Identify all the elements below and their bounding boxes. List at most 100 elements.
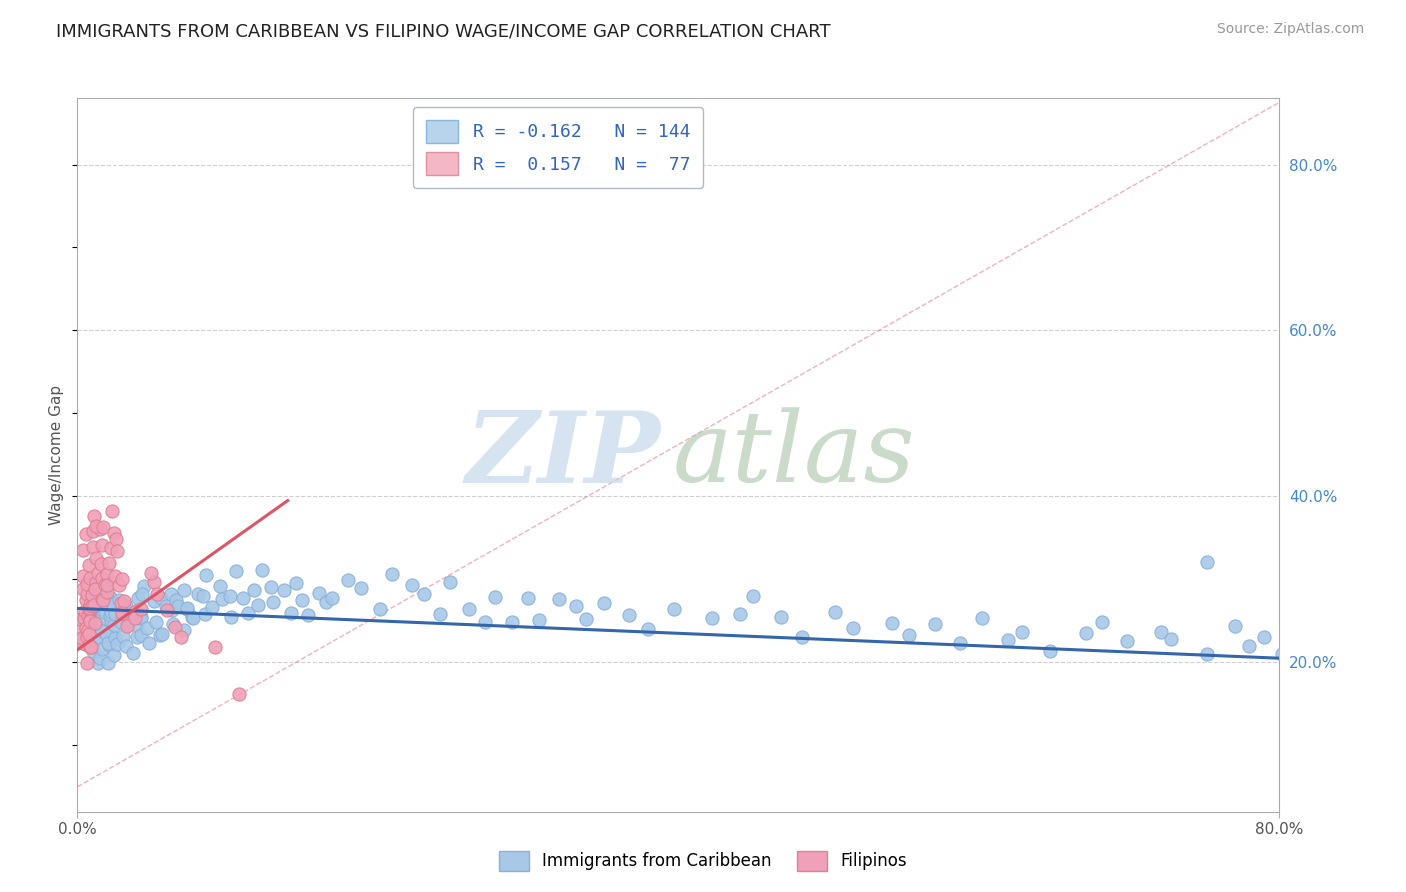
Point	[77, 622, 100, 636]
Point	[80, 589, 103, 603]
Point	[219, 589, 242, 603]
Point	[86, 550, 108, 565]
Point	[79, 613, 101, 627]
Point	[413, 587, 436, 601]
Point	[72, 568, 94, 582]
Point	[997, 633, 1019, 648]
Point	[165, 620, 187, 634]
Point	[82, 541, 104, 555]
Point	[96, 578, 118, 592]
Point	[70, 631, 93, 645]
Point	[98, 590, 121, 604]
Point	[284, 576, 307, 591]
Point	[142, 574, 165, 589]
Point	[100, 606, 122, 620]
Point	[842, 621, 865, 635]
Point	[117, 612, 139, 626]
Point	[336, 574, 359, 588]
Point	[90, 557, 112, 571]
Point	[79, 571, 101, 585]
Point	[149, 591, 172, 605]
Point	[94, 597, 117, 611]
Point	[1011, 625, 1033, 640]
Point	[89, 650, 111, 665]
Point	[1223, 619, 1246, 633]
Point	[83, 508, 105, 523]
Point	[132, 579, 155, 593]
Point	[150, 626, 173, 640]
Point	[201, 600, 224, 615]
Point	[1039, 643, 1062, 657]
Point	[79, 597, 101, 611]
Point	[232, 591, 254, 605]
Point	[91, 592, 114, 607]
Point	[195, 567, 218, 582]
Point	[75, 526, 97, 541]
Point	[84, 630, 107, 644]
Point	[79, 601, 101, 615]
Point	[429, 607, 451, 621]
Legend: Immigrants from Caribbean, Filipinos: Immigrants from Caribbean, Filipinos	[491, 842, 915, 880]
Point	[145, 615, 167, 630]
Point	[77, 558, 100, 572]
Point	[76, 656, 98, 670]
Point	[162, 616, 184, 631]
Point	[228, 687, 250, 701]
Point	[1150, 624, 1173, 639]
Point	[111, 607, 134, 621]
Point	[1237, 639, 1260, 653]
Text: atlas: atlas	[672, 408, 915, 502]
Point	[75, 621, 97, 635]
Point	[238, 606, 260, 620]
Point	[82, 524, 104, 539]
Point	[77, 601, 100, 615]
Point	[91, 520, 114, 534]
Point	[194, 607, 217, 621]
Point	[73, 604, 96, 618]
Point	[110, 615, 132, 629]
Point	[517, 591, 540, 605]
Point	[949, 636, 972, 650]
Point	[77, 623, 100, 637]
Point	[72, 543, 94, 558]
Text: Source: ZipAtlas.com: Source: ZipAtlas.com	[1216, 22, 1364, 37]
Point	[86, 566, 108, 581]
Point	[368, 602, 391, 616]
Point	[211, 592, 233, 607]
Point	[91, 538, 114, 552]
Point	[187, 587, 209, 601]
Point	[103, 617, 125, 632]
Point	[262, 595, 284, 609]
Point	[315, 594, 337, 608]
Point	[97, 636, 120, 650]
Point	[118, 604, 141, 618]
Point	[90, 642, 112, 657]
Point	[76, 587, 98, 601]
Point	[155, 599, 177, 613]
Point	[149, 628, 172, 642]
Point	[221, 609, 243, 624]
Point	[91, 624, 114, 638]
Point	[124, 611, 146, 625]
Point	[104, 632, 127, 646]
Point	[129, 610, 152, 624]
Point	[247, 598, 270, 612]
Point	[145, 587, 167, 601]
Y-axis label: Wage/Income Gap: Wage/Income Gap	[49, 384, 65, 525]
Point	[112, 593, 135, 607]
Point	[83, 615, 105, 630]
Point	[1116, 634, 1139, 648]
Point	[176, 601, 198, 615]
Point	[166, 599, 188, 613]
Point	[619, 607, 641, 622]
Point	[131, 628, 153, 642]
Point	[79, 626, 101, 640]
Point	[72, 582, 94, 596]
Point	[129, 602, 152, 616]
Point	[1195, 647, 1218, 661]
Point	[69, 612, 91, 626]
Point	[350, 581, 373, 595]
Point	[321, 591, 343, 605]
Point	[170, 631, 193, 645]
Point	[79, 640, 101, 655]
